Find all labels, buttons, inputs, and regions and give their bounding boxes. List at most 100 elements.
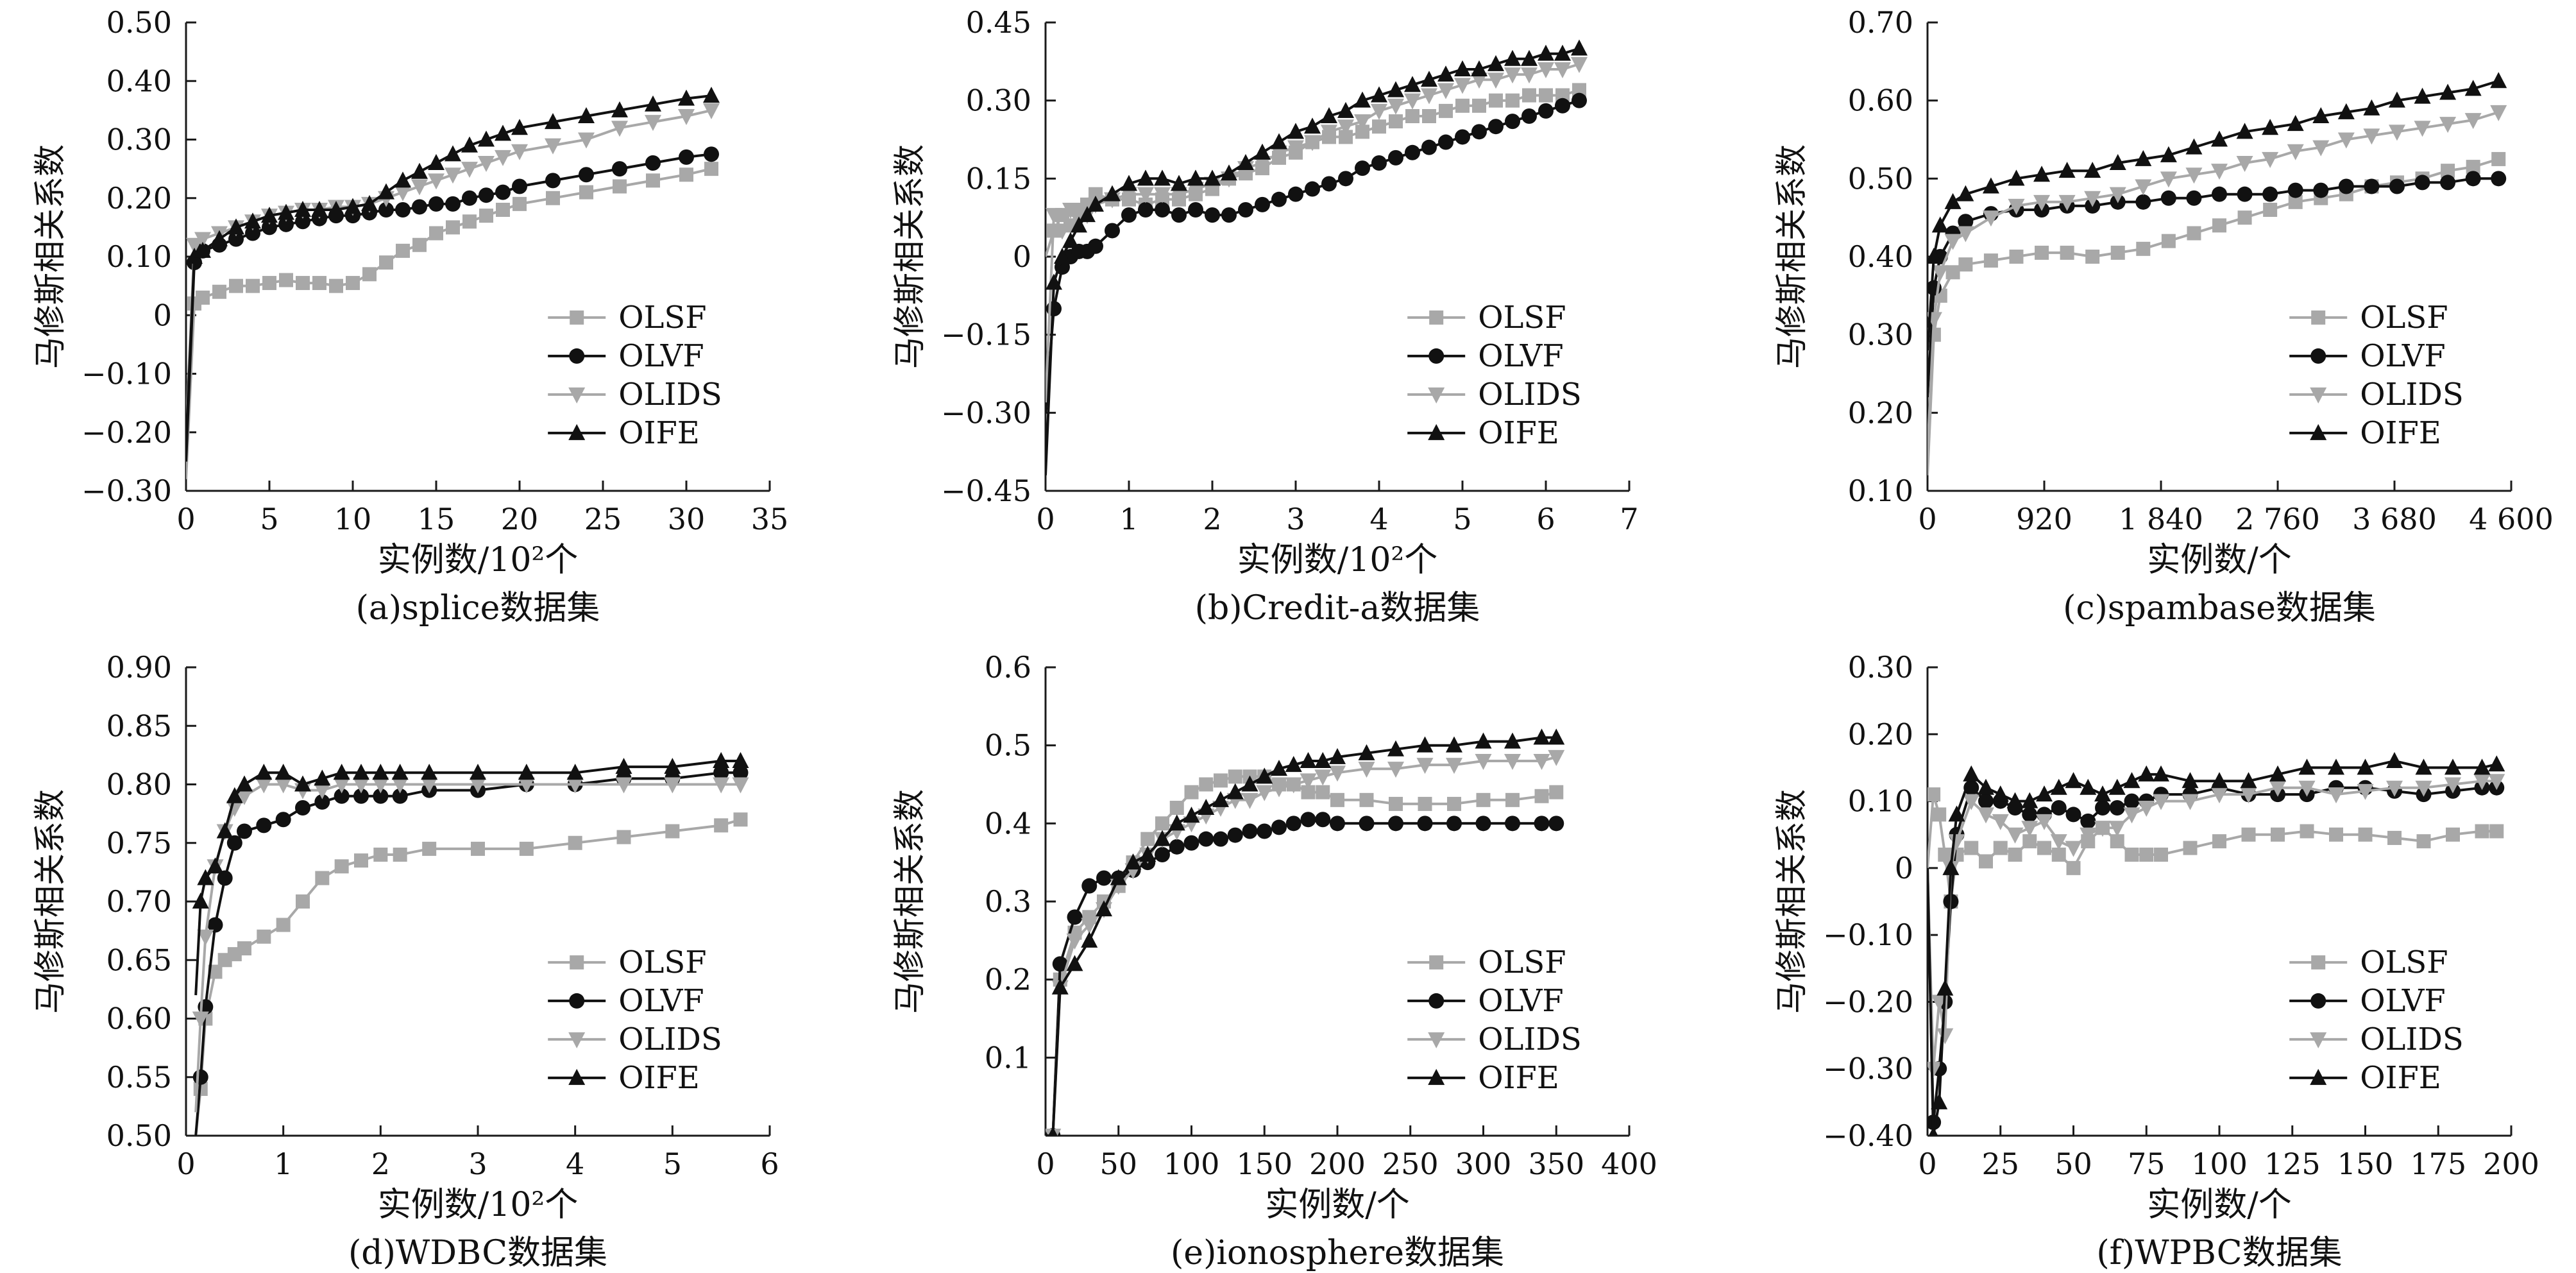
data-point-olids [1416, 758, 1434, 774]
data-point-olsf [2051, 848, 2066, 862]
y-axis-label: 马修斯相关系数 [1773, 789, 1810, 1014]
data-point-olids [2065, 841, 2082, 857]
data-point-olsf [2489, 824, 2504, 839]
data-point-olids [411, 179, 428, 196]
data-point-olvf [2109, 800, 2125, 816]
legend-label-olids: OLIDS [618, 377, 722, 413]
data-point-olsf [279, 273, 293, 287]
data-point-olvf [428, 196, 444, 212]
data-point-olvf [1521, 108, 1537, 124]
data-point-oife [2006, 792, 2024, 808]
data-point-olids [236, 789, 253, 805]
data-point-olvf [1257, 823, 1273, 839]
data-point-olids [2240, 787, 2257, 804]
data-point-olvf [495, 184, 511, 200]
x-tick-label: 4 [1369, 502, 1388, 536]
data-point-olids [2439, 117, 2457, 133]
data-point-oife [1942, 859, 1960, 875]
data-point-olids [2058, 194, 2076, 211]
data-point-olsf [2475, 824, 2489, 839]
data-point-olsf [471, 841, 485, 856]
data-point-oife [2269, 765, 2286, 782]
data-point-olsf [334, 859, 349, 874]
data-point-oife [1154, 169, 1171, 186]
data-point-olids [2006, 827, 2024, 844]
data-point-olsf [1301, 785, 1316, 799]
data-point-oife [1062, 232, 1079, 248]
data-point-oife [194, 241, 211, 258]
data-point-olsf [346, 276, 360, 291]
data-point-oife [192, 893, 209, 909]
data-point-olsf [2139, 848, 2154, 862]
data-point-olsf [1455, 98, 1470, 113]
data-point-olvf [679, 149, 694, 165]
data-point-oife [1437, 65, 1454, 82]
data-point-olvf [237, 823, 252, 839]
data-point-olvf [1242, 823, 1258, 839]
data-point-olsf [315, 871, 330, 885]
data-point-olvf [353, 788, 369, 804]
data-point-olvf [1171, 207, 1187, 223]
panel-caption: (d)WDBC数据集 [348, 1234, 607, 1272]
data-point-olvf [1205, 207, 1220, 223]
data-point-olsf [1405, 109, 1419, 123]
data-point-olvf [713, 765, 729, 781]
data-point-olids [615, 777, 632, 794]
y-tick-label: 0.1 [985, 1040, 1031, 1075]
data-point-oife [1066, 955, 1083, 971]
data-point-olids [2445, 777, 2461, 794]
data-point-olids [1256, 785, 1273, 801]
data-point-oife [1533, 728, 1550, 745]
data-point-oife [236, 775, 253, 792]
data-point-olvf [1572, 92, 1587, 108]
y-tick-label: 0.3 [985, 884, 1031, 919]
series-olvf [1046, 812, 1564, 1136]
data-point-olvf [1052, 956, 1068, 972]
y-tick-label: 0.60 [1848, 83, 1913, 118]
data-point-oife [470, 764, 486, 780]
data-point-olsf [246, 278, 260, 293]
data-point-oife [1087, 195, 1104, 212]
x-axis-label: 实例数/个 [1265, 1186, 1410, 1224]
y-tick-label: 0.75 [106, 826, 172, 860]
data-point-oife [1256, 767, 1273, 784]
data-point-oife [2123, 772, 2140, 789]
x-tick-label: 3 680 [2352, 502, 2437, 536]
data-point-oife [421, 764, 438, 780]
data-point-olsf [237, 941, 251, 955]
data-point-olvf [1067, 909, 1083, 925]
series-line-olvf [186, 153, 712, 462]
data-point-olids [678, 109, 695, 125]
data-point-olids [478, 156, 495, 172]
data-point-oife [1521, 49, 1538, 66]
data-point-olvf [2287, 182, 2303, 198]
legend-marker-olids [2310, 387, 2327, 404]
y-axis-label: 马修斯相关系数 [1773, 144, 1810, 369]
data-point-oife [2488, 755, 2505, 772]
legend-label-olids: OLIDS [1478, 1021, 1582, 1057]
data-point-oife [1571, 39, 1588, 56]
x-tick-label: 1 [1119, 502, 1138, 536]
plot-area [1046, 728, 1565, 1136]
data-point-oife [1404, 76, 1421, 92]
data-point-olids [664, 777, 681, 794]
data-point-olvf [2262, 186, 2278, 202]
data-point-olids [2084, 191, 2101, 207]
data-point-oife [2185, 138, 2203, 155]
y-tick-label: 0.4 [985, 806, 1031, 841]
data-point-olsf [396, 243, 410, 258]
data-point-olsf [1522, 88, 1536, 103]
data-point-olsf [2212, 218, 2226, 233]
data-point-olids [1992, 814, 2009, 830]
data-point-oife [1416, 736, 1434, 753]
data-point-olvf [462, 190, 477, 206]
plot-area [1928, 752, 2505, 1136]
data-point-olsf [579, 185, 593, 200]
data-point-oife [278, 203, 294, 220]
data-point-oife [615, 758, 632, 774]
data-point-olsf [1472, 98, 1486, 113]
data-point-oife [445, 145, 461, 162]
data-point-oife [372, 764, 389, 780]
data-point-olsf [1572, 83, 1586, 98]
